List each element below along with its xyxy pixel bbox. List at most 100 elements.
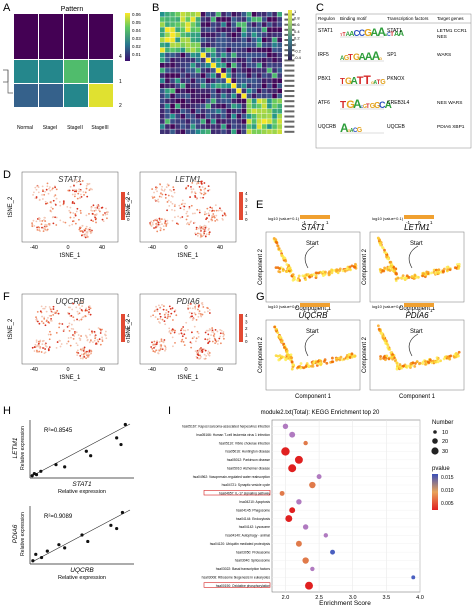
cell-point — [72, 316, 75, 319]
cell-point — [91, 331, 94, 334]
cell-point — [159, 313, 161, 315]
corr-cell — [241, 103, 247, 109]
cell-point — [106, 211, 109, 213]
corr-cell — [175, 103, 180, 109]
cell-point — [446, 356, 450, 359]
cell-point — [285, 349, 289, 353]
corr-cell — [277, 32, 282, 38]
tf-name: CREB3L4 — [387, 100, 409, 106]
cell-point — [171, 208, 173, 211]
cell-point — [50, 320, 53, 322]
cell-point — [203, 311, 206, 314]
corr-cell — [216, 98, 221, 104]
cell-point — [161, 185, 163, 188]
cell-point — [303, 275, 306, 278]
corr-cell — [160, 103, 165, 109]
cell-point — [172, 319, 174, 321]
corr-cell — [190, 73, 196, 78]
corr-cell — [211, 88, 216, 94]
cell-point — [188, 206, 191, 208]
corr-cell — [231, 73, 237, 78]
cell-point — [198, 310, 201, 313]
corr-cell — [216, 57, 221, 63]
cell-point — [52, 215, 55, 218]
cell-point — [44, 223, 47, 226]
corr-cell — [175, 88, 180, 94]
cell-point — [86, 309, 89, 312]
corr-cell — [211, 12, 216, 17]
corr-cell — [272, 88, 277, 94]
cell-point — [202, 196, 205, 199]
cell-point — [88, 311, 90, 314]
enrichment-dot — [282, 423, 289, 429]
cell-point — [197, 308, 199, 311]
corr-cell — [221, 27, 226, 32]
gene-label-mark — [284, 130, 295, 133]
corr-cell — [226, 108, 231, 114]
enrichment-dot — [330, 549, 335, 555]
cell-point — [189, 316, 192, 319]
corr-cell — [211, 63, 216, 68]
corr-cell — [160, 32, 165, 38]
corr-cell — [272, 98, 277, 104]
corr-cell — [170, 12, 175, 17]
colorbar-tick: -0.2 — [294, 49, 302, 54]
corr-cell — [180, 83, 186, 89]
cell-point — [80, 318, 83, 321]
corr-cell — [200, 119, 206, 124]
cell-point — [45, 345, 48, 348]
motif-letter: G — [345, 76, 352, 86]
cell-point — [83, 194, 85, 196]
scatter-point — [109, 523, 113, 527]
corr-cell — [236, 78, 242, 83]
corr-cell — [180, 47, 186, 53]
cell-point — [45, 310, 48, 313]
cell-point — [407, 276, 411, 279]
corr-cell — [277, 47, 282, 53]
cell-point — [197, 335, 200, 338]
corr-cell — [185, 42, 191, 48]
corr-cell — [165, 63, 170, 68]
cell-point — [324, 270, 327, 274]
cell-point — [299, 362, 303, 365]
cell-point — [448, 268, 452, 272]
cell-point — [214, 339, 217, 341]
cell-point — [190, 204, 193, 207]
cell-point — [208, 352, 211, 354]
corr-cell — [277, 93, 282, 99]
cell-point — [276, 354, 280, 358]
cell-point — [428, 358, 432, 362]
cell-point — [281, 269, 285, 273]
cell-point — [34, 197, 37, 200]
cell-point — [54, 194, 57, 197]
cell-point — [216, 343, 219, 345]
corr-cell — [231, 37, 237, 43]
traj-ylabel: Component 2 — [258, 248, 264, 285]
corr-cell — [262, 98, 267, 104]
corr-cell — [170, 124, 175, 129]
corr-cell — [211, 27, 216, 32]
tsne-frame — [21, 171, 119, 243]
corr-cell — [236, 119, 242, 124]
cell-point — [154, 345, 157, 348]
corr-cell — [175, 57, 180, 63]
corr-cell — [216, 47, 221, 53]
corr-cell — [195, 129, 201, 134]
size-legend-dot — [431, 447, 439, 455]
colorbar-tick: 0.8 — [294, 16, 300, 21]
cell-point — [185, 212, 188, 215]
cell-point — [181, 338, 184, 341]
corr-cell — [205, 42, 211, 48]
cell-point — [155, 343, 157, 346]
motif-letter: G — [347, 128, 350, 133]
motif-letter: A — [398, 29, 404, 38]
size-legend-label: 10 — [442, 430, 448, 436]
cell-point — [383, 339, 387, 343]
cell-point — [198, 357, 201, 360]
corr-cell — [256, 27, 262, 32]
corr-cell — [211, 47, 216, 53]
cell-point — [187, 185, 190, 187]
start-arrow — [304, 245, 315, 269]
cell-point — [194, 350, 197, 353]
cell-point — [197, 332, 200, 335]
